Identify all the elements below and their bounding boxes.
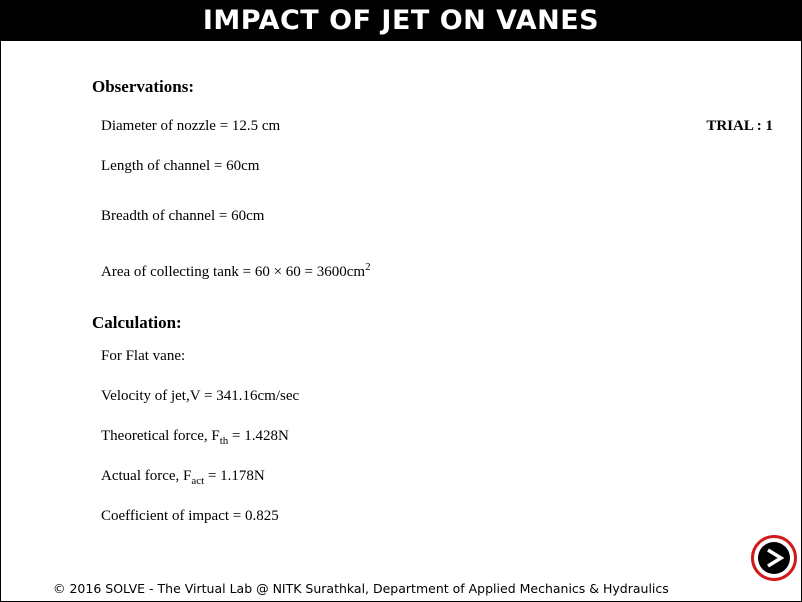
nozzle-diameter: Diameter of nozzle = 12.5 cm xyxy=(101,118,281,134)
impact-coefficient: Coefficient of impact = 0.825 xyxy=(101,508,279,524)
vane-type: For Flat vane: xyxy=(101,348,186,364)
channel-breadth: Breadth of channel = 60cm xyxy=(101,208,265,224)
tank-area-text: Area of collecting tank = 60 × 60 = 3600… xyxy=(101,264,366,280)
footer-copyright: © 2016 SOLVE - The Virtual Lab @ NITK Su… xyxy=(53,581,669,596)
jet-velocity: Velocity of jet,V = 341.16cm/sec xyxy=(101,388,300,404)
actual-force-subscript: act xyxy=(191,475,205,487)
theoretical-force: Theoretical force, Fth = 1.428N xyxy=(101,428,289,447)
page-title: IMPACT OF JET ON VANES xyxy=(1,1,801,41)
channel-length: Length of channel = 60cm xyxy=(101,158,260,174)
actual-force-label: Actual force, F xyxy=(101,468,192,484)
observations-heading: Observations: xyxy=(92,77,194,96)
theoretical-force-value: = 1.428N xyxy=(228,428,289,444)
theoretical-force-subscript: th xyxy=(219,435,229,447)
calculation-heading: Calculation: xyxy=(92,313,182,332)
actual-force-value: = 1.178N xyxy=(204,468,265,484)
next-arrow-icon xyxy=(758,542,790,574)
theoretical-force-label: Theoretical force, F xyxy=(101,428,220,444)
next-button[interactable] xyxy=(751,535,797,581)
trial-label: TRIAL : 1 xyxy=(706,118,773,134)
tank-area: Area of collecting tank = 60 × 60 = 3600… xyxy=(101,261,371,281)
tank-area-exponent: 2 xyxy=(365,261,371,273)
actual-force: Actual force, Fact = 1.178N xyxy=(101,468,265,487)
